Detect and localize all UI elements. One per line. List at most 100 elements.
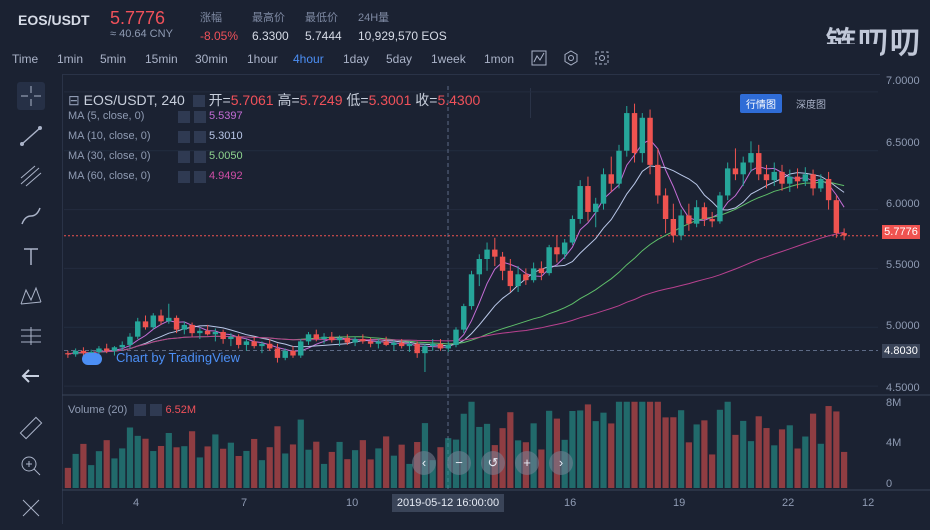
ma5-settings-icon[interactable]	[178, 111, 190, 123]
volume-bar	[841, 451, 848, 488]
ma30-close-icon[interactable]	[194, 151, 206, 163]
zoom-in-button[interactable]: +	[515, 451, 539, 475]
candle-body	[235, 336, 242, 345]
volume-bar	[173, 447, 180, 488]
tf-1day[interactable]: 1day	[343, 52, 370, 66]
collapse-icon[interactable]: ⊟	[68, 92, 84, 108]
volume-bar	[227, 442, 234, 488]
indicator-icon[interactable]	[531, 50, 547, 66]
candle-body	[142, 321, 149, 328]
tf-1min[interactable]: 1min	[57, 52, 84, 66]
tab-chart-view[interactable]: 行情图	[740, 94, 782, 113]
ma10-close-icon[interactable]	[194, 131, 206, 143]
y-tick: 5.5000	[886, 259, 920, 271]
candle-body	[546, 247, 552, 274]
tab-depth-view[interactable]: 深度图	[796, 100, 826, 111]
chart-legend-title: ⊟ EOS/USDT, 240 开=5.7061 高=5.7249 低=5.30…	[68, 90, 480, 110]
ma10-legend[interactable]: MA (10, close, 0) 5.3010	[68, 130, 243, 143]
candle-body	[756, 153, 762, 175]
back-arrow-icon[interactable]	[17, 362, 45, 390]
tf-1week[interactable]: 1week	[431, 52, 466, 66]
candle-body	[577, 186, 583, 219]
candle-body	[344, 337, 351, 343]
candle-body	[530, 268, 537, 281]
close-label: 收=	[415, 92, 438, 108]
tf-1mon[interactable]: 1mon	[484, 52, 515, 66]
settings-icon[interactable]	[563, 50, 579, 66]
tf-time[interactable]: Time	[12, 52, 39, 66]
brush-icon[interactable]	[17, 202, 45, 230]
candle-body	[569, 218, 576, 243]
zoom-out-button[interactable]: −	[447, 451, 471, 475]
crosshair-icon[interactable]	[17, 82, 45, 110]
candle-body	[818, 178, 824, 189]
ma5-value: 5.5397	[209, 110, 243, 122]
ma60-close-icon[interactable]	[194, 171, 206, 183]
scroll-right-button[interactable]: ›	[549, 451, 573, 475]
candle-body	[763, 174, 770, 181]
volume-bar	[639, 401, 646, 488]
volume-bar	[359, 440, 366, 488]
candle-body	[336, 337, 343, 341]
reset-button[interactable]: ↺	[481, 451, 505, 475]
candle-body	[507, 270, 514, 287]
candle-body	[515, 274, 521, 287]
magnet-icon[interactable]	[17, 494, 45, 522]
ma10-settings-icon[interactable]	[178, 131, 190, 143]
pattern-icon[interactable]	[17, 282, 45, 310]
ma60-settings-icon[interactable]	[178, 171, 190, 183]
y-tick: 5.0000	[886, 320, 920, 332]
candle-body	[65, 353, 71, 355]
volume-bar	[165, 433, 172, 488]
ma30-legend[interactable]: MA (30, close, 0) 5.0050	[68, 150, 243, 163]
candle-body	[639, 117, 646, 154]
zoom-in-icon[interactable]	[17, 452, 45, 480]
tf-1hour[interactable]: 1hour	[247, 52, 278, 66]
volume-bar	[88, 465, 95, 488]
volume-legend: Volume (20) 6.52M	[68, 404, 196, 417]
candle-body	[631, 113, 638, 154]
symbol-title[interactable]: EOS/USDT	[18, 12, 90, 28]
tf-5day[interactable]: 5day	[386, 52, 413, 66]
candle-body	[437, 343, 444, 349]
tf-30min[interactable]: 30min	[195, 52, 228, 66]
volume-bar	[243, 450, 250, 488]
volume-bar	[305, 449, 312, 488]
screenshot-icon[interactable]	[594, 50, 610, 66]
scroll-left-button[interactable]: ‹	[412, 451, 436, 475]
candle-body	[406, 343, 413, 347]
volume-close-icon[interactable]	[150, 404, 163, 417]
candle-body	[686, 215, 692, 224]
legend-symbol: EOS/USDT, 240	[83, 92, 185, 108]
pitchfork-icon[interactable]	[17, 162, 45, 190]
volume-bar	[794, 448, 801, 488]
trendline-icon[interactable]	[17, 122, 45, 150]
ruler-icon[interactable]	[17, 414, 45, 442]
volume-bar	[320, 463, 328, 488]
candle-body	[717, 195, 723, 222]
candle-body	[375, 341, 382, 344]
ma5-legend[interactable]: MA (5, close, 0) 5.5397	[68, 110, 243, 123]
ma30-settings-icon[interactable]	[178, 151, 190, 163]
candle-body	[616, 150, 622, 184]
volume-bar	[755, 416, 762, 488]
volume-bar	[80, 443, 87, 488]
tradingview-watermark[interactable]: Chart by TradingView	[82, 350, 240, 365]
tf-5min[interactable]: 5min	[100, 52, 127, 66]
candle-body	[701, 207, 708, 219]
y-tick: 6.0000	[886, 198, 920, 210]
tf-15min[interactable]: 15min	[145, 52, 178, 66]
ma5-close-icon[interactable]	[194, 111, 206, 123]
volume-bar	[646, 401, 654, 488]
volume-settings-icon[interactable]	[134, 404, 147, 417]
legend-settings-icon[interactable]	[192, 95, 205, 108]
y-tick: 7.0000	[886, 75, 920, 87]
ma60-legend[interactable]: MA (60, close, 0) 4.9492	[68, 170, 243, 183]
candle-body	[499, 256, 506, 271]
volume-bar	[833, 411, 840, 488]
high-value: 5.7249	[299, 92, 343, 108]
text-icon[interactable]	[17, 242, 45, 270]
tf-4hour[interactable]: 4hour	[293, 52, 324, 66]
measure-icon[interactable]	[17, 322, 45, 350]
